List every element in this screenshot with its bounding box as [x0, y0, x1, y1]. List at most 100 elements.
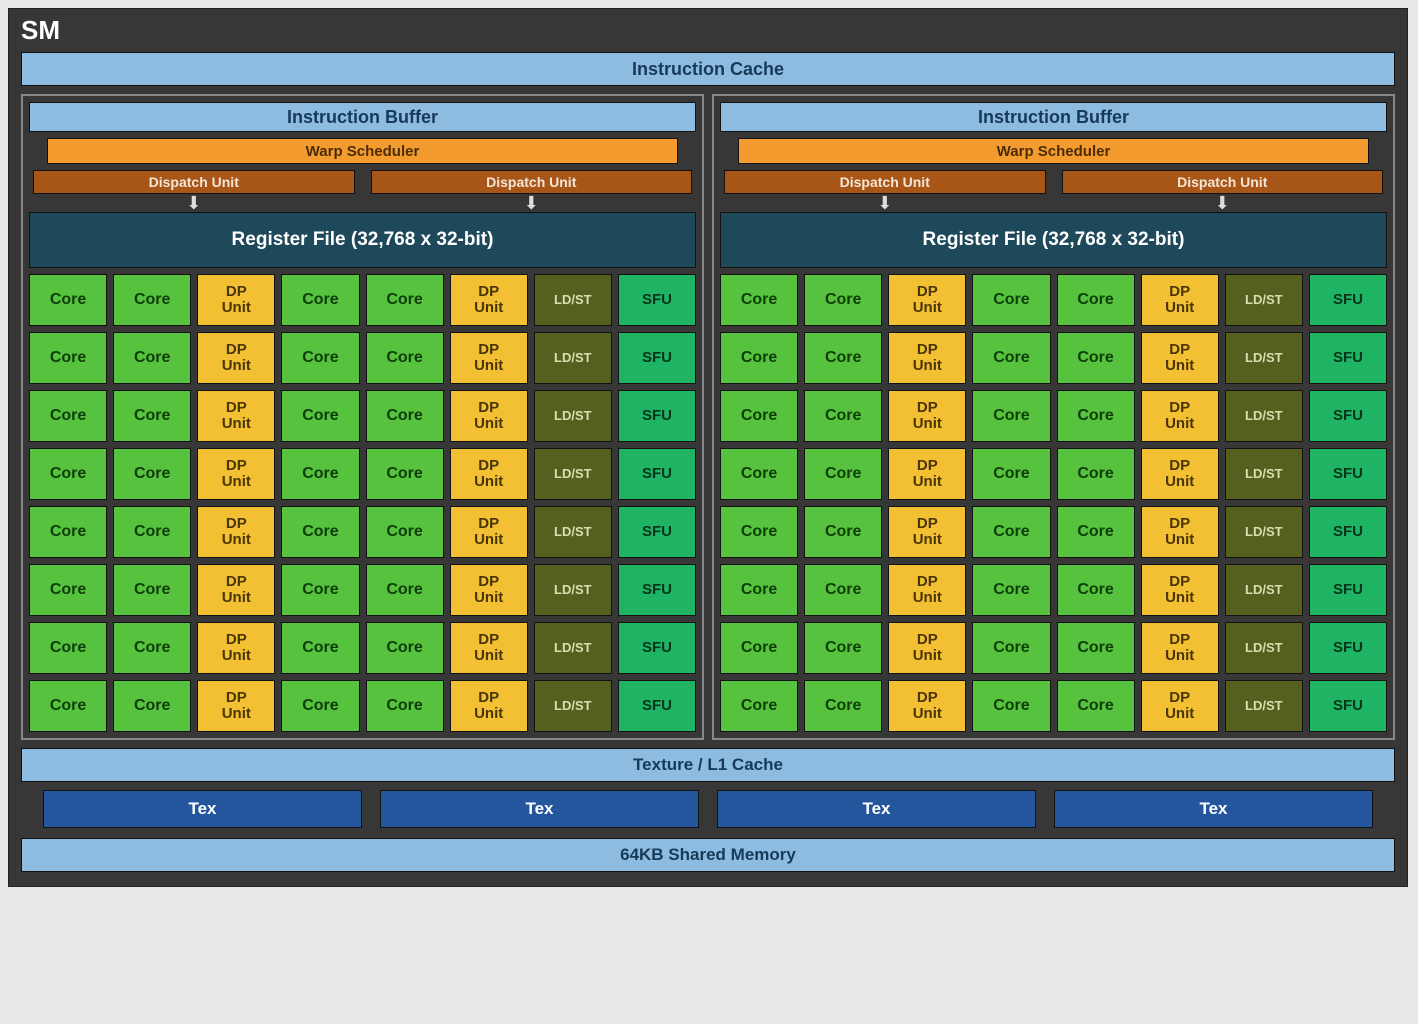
dispatch-row: Dispatch Unit⬇ Dispatch Unit⬇	[33, 170, 692, 210]
core-unit: Core	[113, 506, 191, 558]
core-unit: Core	[29, 332, 107, 384]
core-unit: Core	[720, 274, 798, 326]
core-unit: Core	[972, 332, 1050, 384]
core-unit: Core	[1057, 564, 1135, 616]
core-unit: Core	[972, 448, 1050, 500]
dp-unit: DPUnit	[1141, 680, 1219, 732]
core-unit: Core	[804, 622, 882, 674]
execution-grid: CoreCoreDPUnitCoreCoreDPUnitLD/STSFUCore…	[29, 274, 696, 732]
ldst-unit: LD/ST	[534, 390, 612, 442]
ldst-unit: LD/ST	[1225, 448, 1303, 500]
dp-unit: DPUnit	[450, 332, 528, 384]
ldst-unit: LD/ST	[534, 680, 612, 732]
warp-scheduler: Warp Scheduler	[47, 138, 678, 164]
ldst-unit: LD/ST	[534, 274, 612, 326]
dp-unit: DPUnit	[888, 506, 966, 558]
sfu-unit: SFU	[1309, 564, 1387, 616]
core-unit: Core	[366, 448, 444, 500]
core-unit: Core	[29, 274, 107, 326]
dp-unit: DPUnit	[888, 564, 966, 616]
ldst-unit: LD/ST	[534, 448, 612, 500]
processing-halves: Instruction Buffer Warp Scheduler Dispatch…	[21, 94, 1395, 740]
sfu-unit: SFU	[618, 448, 696, 500]
core-unit: Core	[29, 506, 107, 558]
tex-unit: Tex	[380, 790, 699, 828]
core-unit: Core	[972, 680, 1050, 732]
dp-unit: DPUnit	[1141, 274, 1219, 326]
tex-row: Tex Tex Tex Tex	[43, 790, 1373, 828]
sm-container: SM Instruction Cache Instruction BufferW…	[8, 8, 1408, 887]
core-unit: Core	[1057, 390, 1135, 442]
dp-unit: DPUnit	[197, 680, 275, 732]
dp-unit: DPUnit	[197, 622, 275, 674]
ldst-unit: LD/ST	[534, 564, 612, 616]
core-unit: Core	[281, 332, 359, 384]
dp-unit: DPUnit	[450, 564, 528, 616]
ldst-unit: LD/ST	[1225, 564, 1303, 616]
core-unit: Core	[720, 448, 798, 500]
dp-unit: DPUnit	[888, 622, 966, 674]
instruction-cache: Instruction Cache	[21, 52, 1395, 86]
core-unit: Core	[113, 390, 191, 442]
sfu-unit: SFU	[1309, 680, 1387, 732]
core-unit: Core	[281, 390, 359, 442]
ldst-unit: LD/ST	[1225, 506, 1303, 558]
register-file: Register File (32,768 x 32-bit)	[29, 212, 696, 268]
tex-unit: Tex	[43, 790, 362, 828]
sfu-unit: SFU	[618, 622, 696, 674]
sfu-unit: SFU	[1309, 274, 1387, 326]
dispatch-column: Dispatch Unit⬇	[33, 170, 355, 210]
dp-unit: DPUnit	[450, 390, 528, 442]
sfu-unit: SFU	[1309, 390, 1387, 442]
core-unit: Core	[29, 622, 107, 674]
core-unit: Core	[113, 680, 191, 732]
ldst-unit: LD/ST	[1225, 274, 1303, 326]
core-unit: Core	[720, 332, 798, 384]
dp-unit: DPUnit	[197, 564, 275, 616]
core-unit: Core	[720, 390, 798, 442]
dp-unit: DPUnit	[450, 622, 528, 674]
core-unit: Core	[972, 622, 1050, 674]
sfu-unit: SFU	[618, 274, 696, 326]
dp-unit: DPUnit	[1141, 622, 1219, 674]
shared-memory: 64KB Shared Memory	[21, 838, 1395, 872]
core-unit: Core	[113, 332, 191, 384]
dp-unit: DPUnit	[450, 274, 528, 326]
sfu-unit: SFU	[618, 506, 696, 558]
instruction-buffer: Instruction Buffer	[720, 102, 1387, 132]
core-unit: Core	[366, 680, 444, 732]
core-unit: Core	[1057, 448, 1135, 500]
dp-unit: DPUnit	[1141, 506, 1219, 558]
dp-unit: DPUnit	[888, 274, 966, 326]
core-unit: Core	[366, 564, 444, 616]
core-unit: Core	[281, 448, 359, 500]
core-unit: Core	[366, 274, 444, 326]
dispatch-unit: Dispatch Unit	[33, 170, 355, 194]
core-unit: Core	[1057, 332, 1135, 384]
core-unit: Core	[1057, 274, 1135, 326]
ldst-unit: LD/ST	[1225, 622, 1303, 674]
core-unit: Core	[1057, 622, 1135, 674]
core-unit: Core	[366, 332, 444, 384]
dispatch-row: Dispatch Unit⬇Dispatch Unit⬇	[724, 170, 1383, 210]
core-unit: Core	[281, 680, 359, 732]
core-unit: Core	[720, 680, 798, 732]
dispatch-column: Dispatch Unit⬇	[371, 170, 693, 210]
arrow-down-icon: ⬇	[877, 196, 892, 210]
dispatch-unit: Dispatch Unit	[724, 170, 1046, 194]
core-unit: Core	[972, 390, 1050, 442]
core-unit: Core	[113, 564, 191, 616]
dp-unit: DPUnit	[1141, 390, 1219, 442]
core-unit: Core	[972, 564, 1050, 616]
core-unit: Core	[29, 448, 107, 500]
tex-unit: Tex	[717, 790, 1036, 828]
dp-unit: DPUnit	[888, 390, 966, 442]
processing-block: Instruction BufferWarp SchedulerDispatch…	[21, 94, 704, 740]
dispatch-unit: Dispatch Unit	[371, 170, 693, 194]
core-unit: Core	[366, 390, 444, 442]
tex-unit: Tex	[1054, 790, 1373, 828]
sfu-unit: SFU	[618, 332, 696, 384]
core-unit: Core	[113, 274, 191, 326]
dp-unit: DPUnit	[888, 332, 966, 384]
dp-unit: DPUnit	[1141, 564, 1219, 616]
